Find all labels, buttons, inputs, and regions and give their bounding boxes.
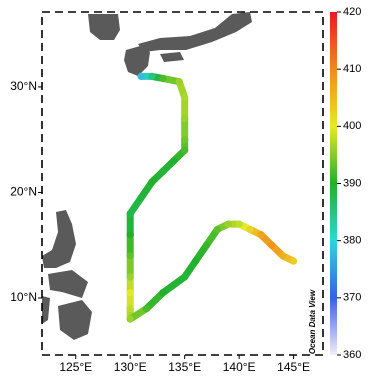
y-tick-label: 20°N bbox=[10, 185, 37, 199]
colorbar-tick-label: 380 bbox=[343, 235, 361, 247]
track-segment bbox=[159, 273, 189, 297]
visayas bbox=[48, 270, 88, 298]
colorbar-tick-label: 390 bbox=[343, 177, 361, 189]
track-point bbox=[181, 93, 189, 102]
track-point bbox=[137, 72, 145, 80]
track-point bbox=[181, 146, 189, 154]
kyushu bbox=[124, 46, 150, 76]
track-point bbox=[148, 178, 156, 186]
track-point bbox=[159, 74, 167, 83]
track-point bbox=[170, 157, 178, 165]
shikoku bbox=[160, 52, 184, 62]
honshu bbox=[138, 12, 252, 52]
x-tick-label: 145°E bbox=[277, 360, 310, 374]
track-point bbox=[213, 225, 221, 234]
land bbox=[42, 12, 252, 340]
colorbar-tick-label: 420 bbox=[343, 6, 361, 18]
x-tick-label: 140°E bbox=[223, 360, 256, 374]
colorbar-tick-label: 360 bbox=[343, 349, 361, 361]
track-point bbox=[181, 136, 189, 144]
y-tick-label: 10°N bbox=[10, 290, 37, 304]
track-point bbox=[142, 304, 151, 313]
track-point bbox=[268, 241, 276, 249]
korea bbox=[88, 14, 120, 40]
x-tick-label: 125°E bbox=[59, 360, 92, 374]
track-point bbox=[126, 273, 134, 281]
luzon bbox=[42, 210, 76, 268]
track-point bbox=[126, 209, 134, 218]
track-point bbox=[235, 220, 243, 228]
colorbar-tick-label: 370 bbox=[343, 292, 361, 304]
x-tick-label: 130°E bbox=[114, 360, 147, 374]
colorbar-tick-label: 400 bbox=[343, 120, 361, 132]
track-point bbox=[181, 273, 189, 281]
track-point bbox=[181, 114, 189, 123]
track-point bbox=[202, 241, 211, 249]
track-point bbox=[279, 252, 287, 260]
track-point bbox=[148, 72, 156, 80]
track-point bbox=[289, 257, 298, 265]
track-point bbox=[126, 252, 134, 260]
track-point bbox=[224, 220, 232, 228]
track-point bbox=[126, 231, 134, 239]
islands bbox=[42, 296, 50, 324]
track-point bbox=[126, 315, 134, 323]
credit: Ocean Data View bbox=[308, 289, 317, 354]
colorbar bbox=[330, 12, 337, 355]
colorbar-tick-label: 410 bbox=[343, 63, 361, 75]
track-segment bbox=[143, 289, 167, 313]
track-point bbox=[257, 231, 265, 239]
y-tick-label: 30°N bbox=[10, 79, 37, 93]
track-point bbox=[191, 257, 200, 265]
track-point bbox=[126, 304, 134, 313]
track-point bbox=[137, 194, 145, 202]
track-point bbox=[175, 78, 183, 86]
track-point bbox=[126, 289, 134, 297]
track-point bbox=[159, 289, 167, 297]
track-point bbox=[246, 225, 254, 234]
mindanao bbox=[58, 300, 92, 340]
x-tick-label: 135°E bbox=[168, 360, 201, 374]
track-point bbox=[159, 167, 167, 175]
